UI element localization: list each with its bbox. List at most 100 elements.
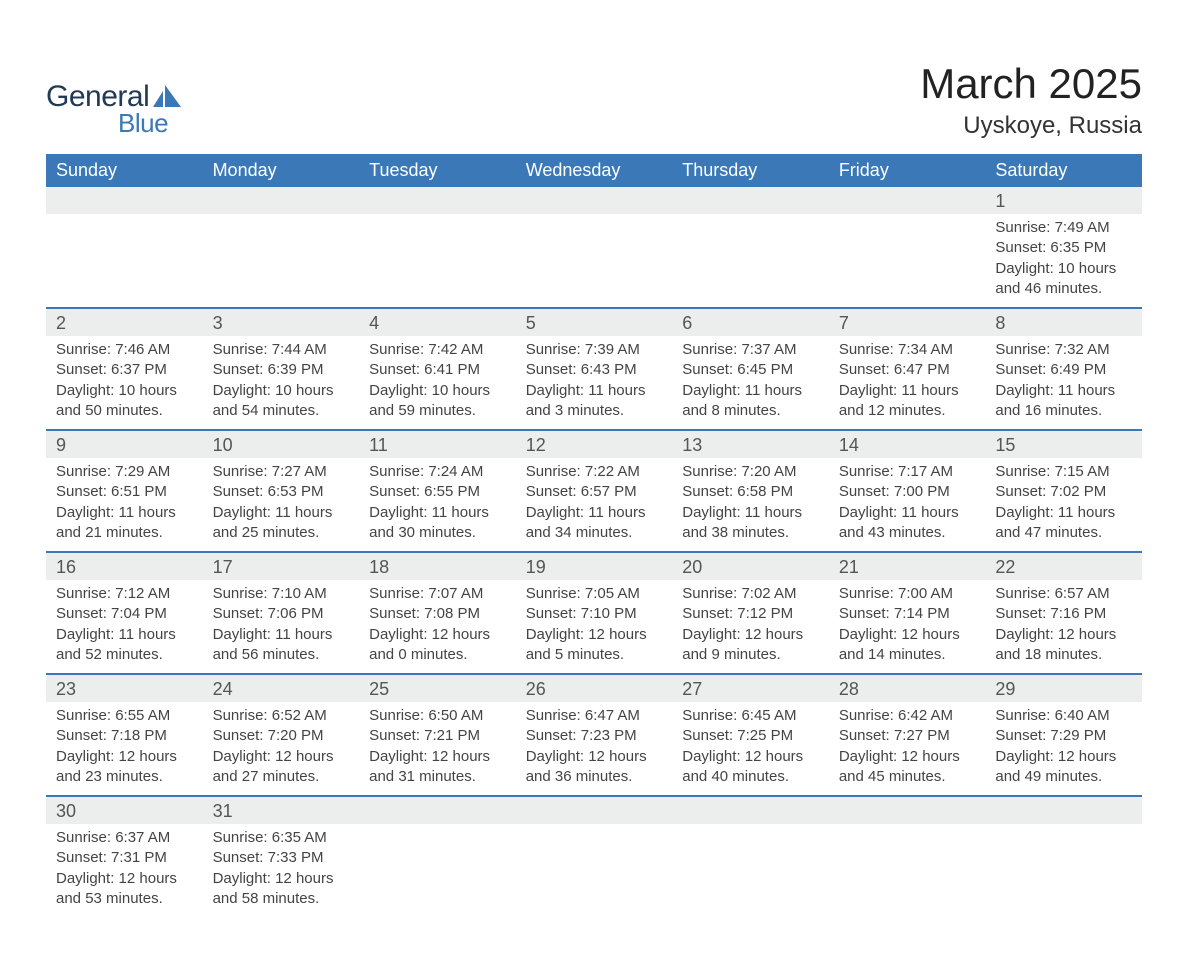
day-detail: Sunrise: 7:05 AMSunset: 7:10 PMDaylight:… xyxy=(516,580,673,673)
day-number xyxy=(829,797,986,824)
sunset-text: Sunset: 7:06 PM xyxy=(213,604,350,624)
calendar-cell: 19Sunrise: 7:05 AMSunset: 7:10 PMDayligh… xyxy=(516,552,673,674)
calendar-cell xyxy=(985,796,1142,917)
daylight-text: Daylight: 12 hours and 45 minutes. xyxy=(839,747,976,788)
sunset-text: Sunset: 7:27 PM xyxy=(839,726,976,746)
calendar-cell: 23Sunrise: 6:55 AMSunset: 7:18 PMDayligh… xyxy=(46,674,203,796)
day-detail: Sunrise: 7:24 AMSunset: 6:55 PMDaylight:… xyxy=(359,458,516,551)
daylight-text: Daylight: 12 hours and 58 minutes. xyxy=(213,869,350,910)
sunrise-text: Sunrise: 7:24 AM xyxy=(369,462,506,482)
sunrise-text: Sunrise: 7:34 AM xyxy=(839,340,976,360)
calendar-cell: 20Sunrise: 7:02 AMSunset: 7:12 PMDayligh… xyxy=(672,552,829,674)
sunset-text: Sunset: 7:25 PM xyxy=(682,726,819,746)
sunrise-text: Sunrise: 6:47 AM xyxy=(526,706,663,726)
calendar-cell xyxy=(672,187,829,308)
daylight-text: Daylight: 11 hours and 38 minutes. xyxy=(682,503,819,544)
day-detail: Sunrise: 7:02 AMSunset: 7:12 PMDaylight:… xyxy=(672,580,829,673)
day-number xyxy=(516,187,673,214)
day-number: 11 xyxy=(359,431,516,458)
daylight-text: Daylight: 11 hours and 16 minutes. xyxy=(995,381,1132,422)
day-detail xyxy=(359,824,516,900)
calendar-cell xyxy=(203,187,360,308)
day-number: 10 xyxy=(203,431,360,458)
sunrise-text: Sunrise: 7:20 AM xyxy=(682,462,819,482)
sunset-text: Sunset: 7:14 PM xyxy=(839,604,976,624)
sunset-text: Sunset: 6:35 PM xyxy=(995,238,1132,258)
day-detail: Sunrise: 7:46 AMSunset: 6:37 PMDaylight:… xyxy=(46,336,203,429)
calendar-cell: 13Sunrise: 7:20 AMSunset: 6:58 PMDayligh… xyxy=(672,430,829,552)
day-number xyxy=(359,187,516,214)
day-detail: Sunrise: 6:42 AMSunset: 7:27 PMDaylight:… xyxy=(829,702,986,795)
calendar-cell: 21Sunrise: 7:00 AMSunset: 7:14 PMDayligh… xyxy=(829,552,986,674)
daylight-text: Daylight: 12 hours and 27 minutes. xyxy=(213,747,350,788)
day-number xyxy=(672,187,829,214)
daylight-text: Daylight: 11 hours and 52 minutes. xyxy=(56,625,193,666)
day-detail xyxy=(203,214,360,290)
day-number xyxy=(203,187,360,214)
day-detail: Sunrise: 7:15 AMSunset: 7:02 PMDaylight:… xyxy=(985,458,1142,551)
daylight-text: Daylight: 11 hours and 3 minutes. xyxy=(526,381,663,422)
calendar-cell: 4Sunrise: 7:42 AMSunset: 6:41 PMDaylight… xyxy=(359,308,516,430)
day-number xyxy=(829,187,986,214)
sunrise-text: Sunrise: 7:12 AM xyxy=(56,584,193,604)
day-detail: Sunrise: 6:35 AMSunset: 7:33 PMDaylight:… xyxy=(203,824,360,917)
dayname-friday: Friday xyxy=(829,154,986,187)
sunrise-text: Sunrise: 7:17 AM xyxy=(839,462,976,482)
daylight-text: Daylight: 10 hours and 46 minutes. xyxy=(995,259,1132,300)
daylight-text: Daylight: 12 hours and 0 minutes. xyxy=(369,625,506,666)
day-detail: Sunrise: 6:52 AMSunset: 7:20 PMDaylight:… xyxy=(203,702,360,795)
sunset-text: Sunset: 6:55 PM xyxy=(369,482,506,502)
day-detail: Sunrise: 6:50 AMSunset: 7:21 PMDaylight:… xyxy=(359,702,516,795)
calendar-cell: 12Sunrise: 7:22 AMSunset: 6:57 PMDayligh… xyxy=(516,430,673,552)
sunrise-text: Sunrise: 6:55 AM xyxy=(56,706,193,726)
calendar-cell: 8Sunrise: 7:32 AMSunset: 6:49 PMDaylight… xyxy=(985,308,1142,430)
calendar-cell xyxy=(829,796,986,917)
sunset-text: Sunset: 7:18 PM xyxy=(56,726,193,746)
calendar-cell: 9Sunrise: 7:29 AMSunset: 6:51 PMDaylight… xyxy=(46,430,203,552)
day-detail xyxy=(829,824,986,900)
calendar-cell: 1Sunrise: 7:49 AMSunset: 6:35 PMDaylight… xyxy=(985,187,1142,308)
location-label: Uyskoye, Russia xyxy=(920,112,1142,140)
sunrise-text: Sunrise: 7:32 AM xyxy=(995,340,1132,360)
daylight-text: Daylight: 11 hours and 12 minutes. xyxy=(839,381,976,422)
dayname-row: Sunday Monday Tuesday Wednesday Thursday… xyxy=(46,154,1142,187)
sunrise-text: Sunrise: 6:40 AM xyxy=(995,706,1132,726)
day-detail: Sunrise: 7:07 AMSunset: 7:08 PMDaylight:… xyxy=(359,580,516,673)
calendar-week: 30Sunrise: 6:37 AMSunset: 7:31 PMDayligh… xyxy=(46,796,1142,917)
day-detail xyxy=(516,214,673,290)
day-detail: Sunrise: 6:37 AMSunset: 7:31 PMDaylight:… xyxy=(46,824,203,917)
sunset-text: Sunset: 6:47 PM xyxy=(839,360,976,380)
sunrise-text: Sunrise: 6:37 AM xyxy=(56,828,193,848)
logo: General Blue xyxy=(46,38,183,139)
day-number: 5 xyxy=(516,309,673,336)
calendar-cell: 7 Sunrise: 7:34 AMSunset: 6:47 PMDaylight… xyxy=(829,308,986,430)
daylight-text: Daylight: 12 hours and 5 minutes. xyxy=(526,625,663,666)
sunset-text: Sunset: 7:00 PM xyxy=(839,482,976,502)
calendar-week: 2Sunrise: 7:46 AMSunset: 6:37 PMDaylight… xyxy=(46,308,1142,430)
day-detail: Sunrise: 7:22 AMSunset: 6:57 PMDaylight:… xyxy=(516,458,673,551)
daylight-text: Daylight: 10 hours and 54 minutes. xyxy=(213,381,350,422)
sunset-text: Sunset: 7:04 PM xyxy=(56,604,193,624)
day-detail xyxy=(359,214,516,290)
calendar-cell: 14Sunrise: 7:17 AMSunset: 7:00 PMDayligh… xyxy=(829,430,986,552)
day-number: 14 xyxy=(829,431,986,458)
day-number: 6 xyxy=(672,309,829,336)
sunrise-text: Sunrise: 6:45 AM xyxy=(682,706,819,726)
day-number: 9 xyxy=(46,431,203,458)
sunrise-text: Sunrise: 7:07 AM xyxy=(369,584,506,604)
sunset-text: Sunset: 6:45 PM xyxy=(682,360,819,380)
day-detail: Sunrise: 7:42 AMSunset: 6:41 PMDaylight:… xyxy=(359,336,516,429)
day-number: 7 xyxy=(829,309,986,336)
sunrise-text: Sunrise: 7:44 AM xyxy=(213,340,350,360)
dayname-saturday: Saturday xyxy=(985,154,1142,187)
day-number: 19 xyxy=(516,553,673,580)
sunrise-text: Sunrise: 7:29 AM xyxy=(56,462,193,482)
calendar-cell: 30Sunrise: 6:37 AMSunset: 7:31 PMDayligh… xyxy=(46,796,203,917)
sunset-text: Sunset: 6:53 PM xyxy=(213,482,350,502)
logo-text-blue: Blue xyxy=(118,108,183,139)
sunrise-text: Sunrise: 7:46 AM xyxy=(56,340,193,360)
calendar-cell: 5Sunrise: 7:39 AMSunset: 6:43 PMDaylight… xyxy=(516,308,673,430)
day-number: 1 xyxy=(985,187,1142,214)
calendar-cell: 24Sunrise: 6:52 AMSunset: 7:20 PMDayligh… xyxy=(203,674,360,796)
day-number: 2 xyxy=(46,309,203,336)
